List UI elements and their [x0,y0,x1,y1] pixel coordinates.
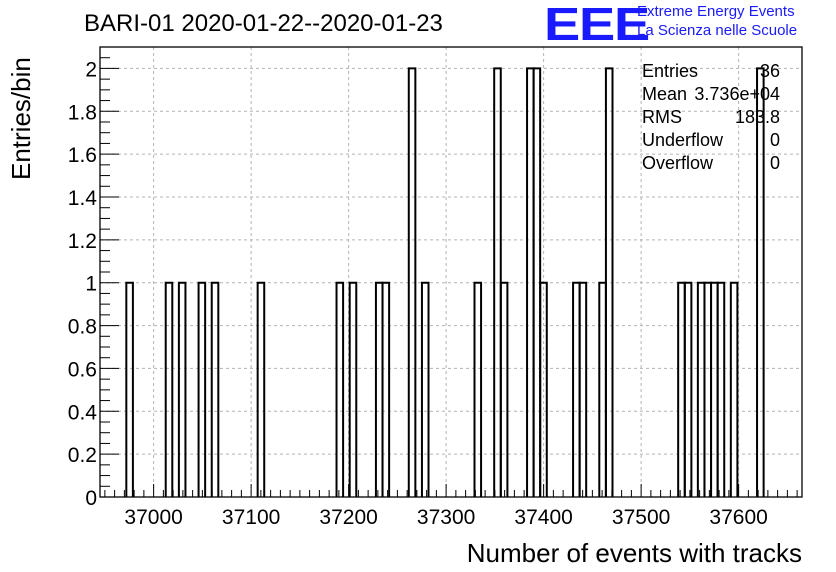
y-tick-label: 0 [85,487,97,510]
histogram-bin [578,281,588,497]
eee-logo: EEE [544,0,650,50]
stat-underflow: Underflow 0 [642,129,780,152]
x-tick-label: 37100 [222,506,280,529]
x-tick-label: 37600 [709,506,767,529]
y-tick-label: 1.4 [68,187,98,210]
stat-value: 183.8 [734,107,780,127]
stat-label: Overflow [642,153,714,173]
y-tick-label: 0.4 [68,401,98,424]
histogram-bin [407,67,417,497]
histogram-bin [420,281,430,497]
stat-label: Mean [642,84,688,104]
y-tick-label: 1.8 [68,101,97,124]
histogram-bin [125,281,134,497]
histogram-bin [335,281,345,497]
histogram-bin [532,67,542,497]
histogram-bin [499,281,509,497]
histogram-bin [683,281,693,497]
histogram-bin [604,67,614,497]
stat-rms: RMS 183.8 [642,106,780,129]
y-tick-label: 0.6 [68,358,97,381]
stat-overflow: Overflow 0 [642,152,780,175]
histogram-bin [177,281,187,497]
x-tick-label: 37000 [124,506,182,529]
stat-label: Entries [642,61,699,81]
histogram-bin [729,281,739,497]
histogram-bin [197,281,207,497]
logo-line-1: Extreme Energy Events [637,3,795,20]
y-tick-label: 1 [85,273,97,296]
histogram-bin [381,281,391,497]
stat-value: 0 [769,153,780,173]
stat-mean: Mean 3.736e+04 [642,83,780,106]
histogram-bin [256,281,266,497]
histogram-bin [598,281,607,497]
y-tick-label: 2 [85,58,97,81]
y-tick-label: 1.2 [68,230,97,253]
logo-line-2: La Scienza nelle Scuole [637,22,798,39]
stats-box: Entries 36 Mean 3.736e+04 RMS 183.8 Unde… [642,60,780,175]
histogram-bin [374,281,384,497]
y-tick-label: 0.8 [68,316,97,339]
stat-label: RMS [642,107,682,127]
stat-value: 36 [759,61,780,81]
stat-label: Underflow [642,130,724,150]
histogram-bin [164,281,174,497]
histogram-bin [473,281,483,497]
y-tick-label: 0.2 [68,444,97,467]
x-tick-label: 37400 [514,506,572,529]
histogram-bin [348,281,358,497]
x-axis-label: Number of events with tracks [466,538,802,568]
histogram-bin [756,67,765,497]
stat-value: 3.736e+04 [694,84,780,104]
histogram-bin [696,281,706,497]
histogram-bin [677,281,686,497]
stat-entries: Entries 36 [642,60,780,83]
y-tick-label: 1.6 [68,144,97,167]
x-tick-label: 37500 [612,506,670,529]
chart-title: BARI-01 2020-01-22--2020-01-23 [84,10,443,37]
histogram-bin [716,281,726,497]
eee-logo-text: Extreme Energy Events La Scienza nelle S… [637,2,797,40]
histogram-bin [539,281,548,497]
x-tick-label: 37200 [319,506,377,529]
histogram-bin [210,281,220,497]
y-axis-label: Entries/bin [6,57,36,180]
histogram-bin [710,281,719,497]
x-tick-label: 37300 [417,506,475,529]
stat-value: 0 [769,130,780,150]
